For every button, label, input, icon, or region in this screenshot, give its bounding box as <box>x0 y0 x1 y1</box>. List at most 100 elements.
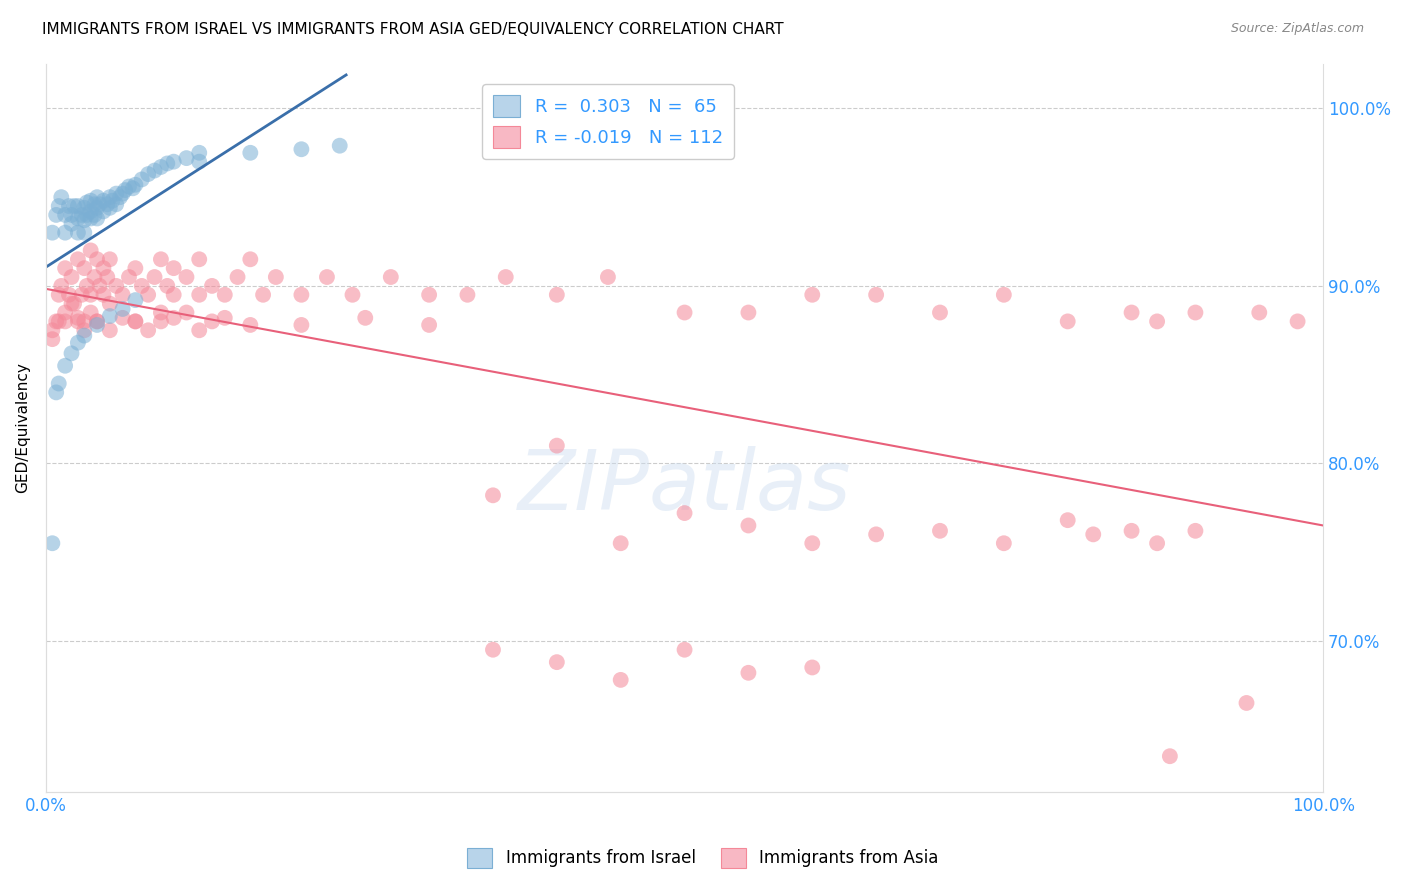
Point <box>118 179 141 194</box>
Point <box>1184 524 1206 538</box>
Point <box>1236 696 1258 710</box>
Point <box>86 314 108 328</box>
Point <box>1286 314 1309 328</box>
Point <box>188 154 211 169</box>
Point <box>156 156 179 170</box>
Point <box>96 270 118 285</box>
Point <box>290 142 312 156</box>
Point <box>1083 527 1105 541</box>
Point <box>214 287 236 301</box>
Point <box>41 226 63 240</box>
Point <box>316 270 339 285</box>
Point <box>89 279 111 293</box>
Point <box>418 318 440 332</box>
Point <box>114 183 136 197</box>
Point <box>226 270 249 285</box>
Point <box>60 208 83 222</box>
Point <box>73 213 96 227</box>
Point <box>41 323 63 337</box>
Point <box>149 314 172 328</box>
Point <box>53 261 76 276</box>
Point <box>546 287 568 301</box>
Point <box>290 287 312 301</box>
Point <box>48 199 70 213</box>
Point <box>66 211 89 226</box>
Point <box>124 314 146 328</box>
Point <box>1121 524 1143 538</box>
Point <box>70 208 93 222</box>
Point <box>609 536 631 550</box>
Point <box>865 287 887 301</box>
Point <box>73 328 96 343</box>
Point <box>1184 305 1206 319</box>
Point <box>86 314 108 328</box>
Point <box>801 660 824 674</box>
Point <box>546 655 568 669</box>
Point <box>929 305 952 319</box>
Point <box>143 270 166 285</box>
Point <box>546 439 568 453</box>
Point <box>53 208 76 222</box>
Point <box>380 270 402 285</box>
Point <box>264 270 287 285</box>
Point <box>79 244 101 258</box>
Point <box>48 314 70 328</box>
Point <box>70 287 93 301</box>
Point <box>136 323 159 337</box>
Point <box>66 314 89 328</box>
Point <box>121 181 143 195</box>
Point <box>79 287 101 301</box>
Point <box>495 270 517 285</box>
Point <box>73 314 96 328</box>
Point <box>124 314 146 328</box>
Point <box>163 154 186 169</box>
Point <box>188 145 211 160</box>
Point <box>737 518 759 533</box>
Point <box>98 323 121 337</box>
Point <box>252 287 274 301</box>
Point <box>1249 305 1271 319</box>
Point <box>79 211 101 226</box>
Point <box>101 194 124 208</box>
Y-axis label: GED/Equivalency: GED/Equivalency <box>15 362 30 493</box>
Point <box>993 287 1015 301</box>
Point <box>58 287 80 301</box>
Point <box>60 270 83 285</box>
Point <box>83 208 105 222</box>
Point <box>188 252 211 267</box>
Point <box>188 287 211 301</box>
Point <box>801 287 824 301</box>
Point <box>201 314 224 328</box>
Point <box>105 186 128 201</box>
Legend: R =  0.303   N =  65, R = -0.019   N = 112: R = 0.303 N = 65, R = -0.019 N = 112 <box>482 84 734 159</box>
Point <box>89 197 111 211</box>
Point <box>83 197 105 211</box>
Point <box>176 270 198 285</box>
Point <box>482 488 505 502</box>
Point <box>163 310 186 325</box>
Point <box>66 226 89 240</box>
Point <box>239 145 262 160</box>
Point <box>73 261 96 276</box>
Text: IMMIGRANTS FROM ISRAEL VS IMMIGRANTS FROM ASIA GED/EQUIVALENCY CORRELATION CHART: IMMIGRANTS FROM ISRAEL VS IMMIGRANTS FRO… <box>42 22 783 37</box>
Point <box>108 190 131 204</box>
Point <box>993 536 1015 550</box>
Point <box>51 279 73 293</box>
Point <box>124 261 146 276</box>
Point <box>86 211 108 226</box>
Point <box>53 226 76 240</box>
Point <box>149 252 172 267</box>
Point <box>79 194 101 208</box>
Point <box>188 323 211 337</box>
Point <box>239 318 262 332</box>
Point <box>53 305 76 319</box>
Point <box>93 261 115 276</box>
Legend: Immigrants from Israel, Immigrants from Asia: Immigrants from Israel, Immigrants from … <box>461 841 945 875</box>
Point <box>63 296 86 310</box>
Point <box>79 305 101 319</box>
Point <box>98 201 121 215</box>
Point <box>176 151 198 165</box>
Point <box>673 506 696 520</box>
Point <box>737 665 759 680</box>
Point <box>45 314 67 328</box>
